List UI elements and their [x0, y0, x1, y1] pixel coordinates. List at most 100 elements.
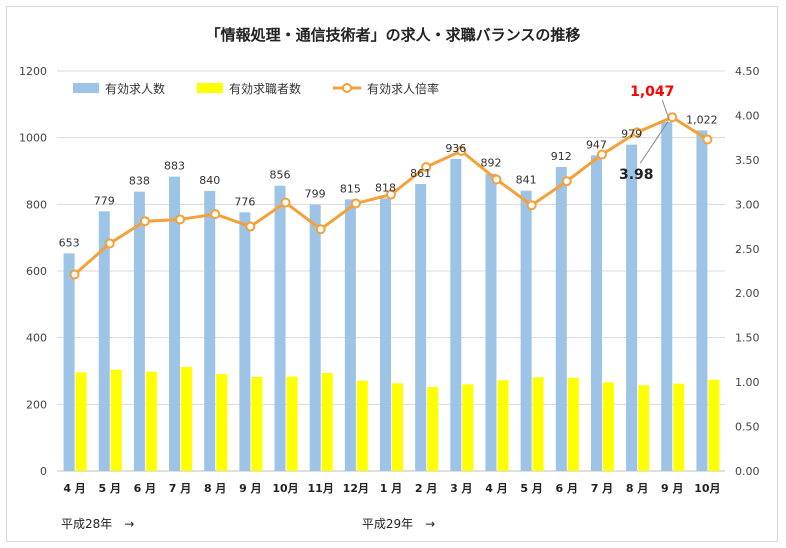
year-label: 平成29年 → — [362, 517, 435, 531]
bar-job-openings — [485, 173, 497, 471]
bar-job-openings — [555, 167, 567, 471]
bar-job-openings — [380, 198, 391, 472]
bar-value-label: 912 — [551, 150, 572, 163]
x-axis: 4 月 5 月 6 月 7 月 8 月 9 月 10月 11月 12月 1 月 2 月 3 月 4 月 5… — [61, 482, 721, 531]
left-tick-label: 1000 — [19, 132, 47, 145]
ratio-point — [280, 197, 291, 208]
ratio-point — [702, 134, 713, 145]
ratio-point — [69, 269, 80, 280]
ratio-point — [175, 214, 186, 225]
legend-label: 有効求職者数 — [229, 81, 301, 96]
right-tick-label: 1.50 — [735, 332, 760, 345]
bar-value-label: 979 — [621, 128, 642, 141]
ratio-callout-line — [639, 120, 669, 164]
bar-job-openings — [344, 199, 356, 472]
bar-job-seekers — [145, 371, 157, 471]
bar-job-seekers — [708, 379, 720, 471]
bar-job-seekers — [427, 387, 439, 471]
ratio-point — [315, 224, 326, 235]
bar-value-label: 841 — [516, 174, 537, 187]
x-tick-label: 5 月 — [98, 482, 120, 495]
right-tick-label: 3.00 — [735, 198, 760, 211]
right-tick-label: 4.50 — [735, 65, 760, 78]
bar-value-label: 776 — [234, 195, 255, 208]
x-tick-label: 6 月 — [134, 482, 156, 495]
ratio-point — [632, 127, 643, 138]
legend-label: 有効求人数 — [105, 81, 165, 96]
legend-swatch-job-seekers — [197, 83, 223, 93]
left-tick-label: 1200 — [19, 65, 47, 78]
x-tick-label: 6 月 — [556, 482, 578, 495]
bar-job-openings — [204, 191, 216, 471]
bar-job-seekers — [532, 377, 544, 471]
legend-swatch-ratio-marker — [342, 83, 352, 93]
bar-job-seekers — [392, 383, 403, 471]
ratio-point — [456, 146, 467, 156]
ratio-callout-label: 3.98 — [619, 167, 654, 183]
bar-job-seekers — [356, 380, 368, 471]
bar-job-openings — [309, 204, 321, 471]
left-tick-label: 600 — [26, 265, 47, 278]
left-tick-label: 800 — [26, 198, 47, 211]
left-tick-label: 400 — [26, 332, 47, 345]
bar-value-label: 936 — [445, 142, 466, 155]
bar-value-label: 861 — [410, 167, 431, 180]
ratio-point — [491, 174, 502, 185]
legend-label: 有効求人倍率 — [367, 81, 439, 96]
bar-job-openings — [520, 190, 532, 471]
bar-job-seekers — [110, 369, 122, 471]
x-tick-label: 4 月 — [63, 482, 85, 495]
ratio-line — [69, 112, 713, 280]
x-tick-label: 7 月 — [169, 482, 191, 495]
bar-value-label: 779 — [94, 194, 115, 207]
bar-job-openings — [274, 185, 286, 471]
year-label: 平成28年 → — [61, 517, 134, 531]
ratio-point — [245, 221, 256, 232]
bar-job-seekers — [181, 367, 193, 471]
bar-value-label: 838 — [129, 175, 150, 188]
bar-value-label: 818 — [375, 181, 396, 194]
bar-value-label: 653 — [59, 236, 80, 249]
ratio-point — [526, 200, 537, 211]
bar-job-openings — [98, 211, 110, 472]
bar-job-seekers — [462, 384, 474, 471]
right-tick-label: 2.50 — [735, 243, 760, 256]
bar-value-label: 947 — [586, 138, 607, 151]
x-tick-label: 9 月 — [239, 482, 261, 495]
bar-job-seekers — [321, 373, 333, 471]
legend-swatch-job-openings — [73, 83, 99, 93]
x-tick-label: 11月 — [308, 482, 334, 495]
bar-job-seekers — [567, 377, 579, 471]
x-tick-label: 12月 — [343, 482, 369, 495]
x-tick-label: 7 月 — [591, 482, 613, 495]
bar-job-openings — [696, 130, 708, 471]
bar-job-openings — [590, 155, 602, 472]
bar-job-seekers — [638, 385, 650, 471]
ratio-point — [139, 216, 150, 227]
x-tick-label: 1 月 — [380, 482, 402, 495]
x-tick-label: 10月 — [694, 482, 720, 495]
ratio-point — [596, 149, 607, 160]
ratio-point — [667, 112, 678, 123]
bar-value-label: 799 — [305, 188, 326, 201]
x-tick-label: 3 月 — [450, 482, 472, 495]
x-tick-label: 8 月 — [204, 482, 226, 495]
right-tick-label: 0.00 — [735, 465, 760, 478]
bar-job-seekers — [602, 382, 614, 471]
ratio-point — [386, 189, 396, 200]
bar-value-label: 856 — [270, 169, 291, 182]
bar-job-openings — [626, 144, 638, 471]
right-tick-label: 1.00 — [735, 376, 760, 389]
ratio-point — [104, 238, 115, 249]
bar-value-label: 892 — [480, 157, 501, 170]
bar-job-openings — [169, 176, 181, 471]
bar-job-openings — [415, 184, 427, 471]
bar-value-label: 1,047 — [630, 84, 674, 100]
x-tick-label: 10月 — [272, 482, 298, 495]
left-tick-label: 0 — [40, 465, 47, 478]
right-tick-label: 4.00 — [735, 109, 760, 122]
bar-job-openings — [133, 191, 145, 471]
x-tick-label: 4 月 — [485, 482, 507, 495]
right-tick-label: 3.50 — [735, 154, 760, 167]
left-axis: 0 200 400 600 800 1000 1200 — [19, 65, 47, 478]
